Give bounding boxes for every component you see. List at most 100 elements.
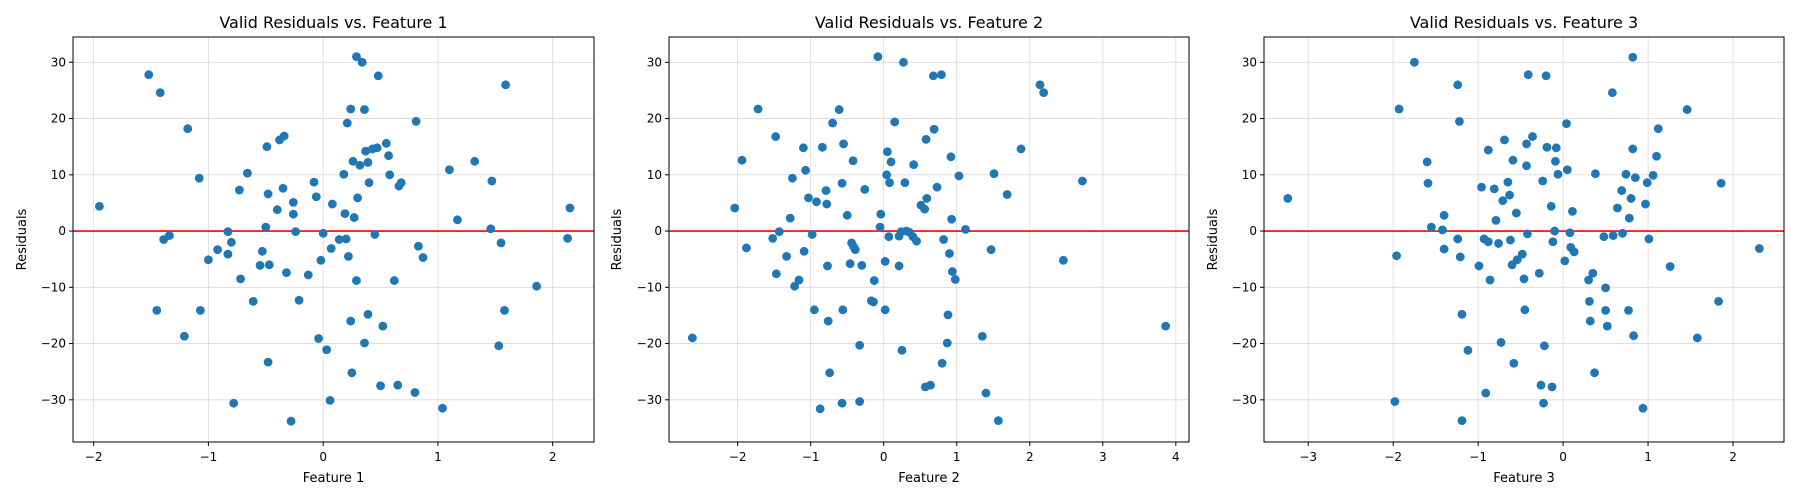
data-point [1505,190,1514,200]
data-point [1491,215,1501,225]
data-point [1494,239,1503,248]
data-point [815,404,825,414]
data-point [882,170,892,180]
data-point [842,210,852,220]
data-point [1161,321,1171,331]
data-point [282,268,291,278]
data-point [155,88,165,98]
data-point [410,388,420,397]
data-point [1422,157,1432,167]
data-point [807,230,817,239]
data-point [500,305,509,315]
data-point [894,261,904,271]
data-point [1523,70,1533,80]
panel-feature-1: Valid Residuals vs. Feature 1 Feature 1 … [15,13,595,486]
data-point [1630,173,1640,183]
data-point [1058,255,1068,265]
data-point [370,230,380,239]
data-point [311,192,321,202]
data-point [144,70,154,80]
data-point [334,235,344,244]
data-point [880,305,890,315]
data-point [886,157,896,167]
data-point [1541,71,1551,81]
data-point [817,142,827,152]
data-point [1626,194,1636,203]
data-point [897,345,907,355]
data-point [325,395,335,405]
data-point [243,168,252,178]
data-point [1547,382,1557,392]
data-point [1522,161,1531,171]
data-point [1716,178,1726,188]
data-point [291,227,301,237]
data-point [946,152,956,162]
data-point [1455,252,1465,262]
data-point [1628,52,1638,62]
data-point [1624,305,1633,315]
data-point [352,52,361,62]
x-axis-label: Feature 2 [898,471,960,486]
y-tick-label: 20 [647,112,662,126]
chart-title: Valid Residuals vs. Feature 2 [815,13,1043,32]
data-point [1534,268,1544,278]
data-point [882,147,892,157]
data-point [309,177,319,187]
data-point [922,194,932,203]
data-point [363,309,373,319]
data-point [1481,388,1491,398]
data-point [989,169,999,179]
data-point [838,305,848,315]
y-tick-label: 30 [1242,55,1257,69]
data-point [939,235,949,244]
data-point [326,244,336,253]
data-point [1016,144,1026,154]
data-point [1485,275,1495,285]
data-point [1562,165,1572,175]
data-point [1528,132,1537,141]
y-tick-label: −20 [1232,337,1257,351]
y-tick-label: −10 [1232,280,1257,294]
data-point [1584,275,1593,285]
data-point [496,238,506,248]
y-tick-label: −30 [637,393,662,407]
y-tick-label: 10 [1242,168,1257,182]
data-point [418,253,428,262]
data-point [1439,210,1449,220]
data-point [937,358,947,368]
data-point [1477,182,1486,192]
data-point [385,170,395,180]
data-point [1439,244,1449,254]
data-point [947,267,957,276]
data-point [804,193,813,203]
data-point [1562,119,1571,129]
data-point [869,297,878,307]
data-point [236,274,245,284]
data-point [774,227,784,237]
data-point [1539,341,1549,351]
data-point [348,156,358,166]
plot-frame [72,36,595,443]
data-point [1506,235,1515,245]
data-point [809,305,819,315]
data-point [1618,228,1627,238]
data-point [1653,124,1663,134]
data-point [794,275,804,285]
panel-feature-2: Valid Residuals vs. Feature 2 Feature 2 … [610,13,1190,486]
data-point [909,160,919,170]
data-point [855,397,865,406]
data-point [1409,57,1419,67]
data-point [1503,177,1513,187]
data-point [1455,116,1464,126]
data-point [771,132,781,141]
x-tick-label: −1 [802,450,820,464]
data-point [921,134,931,144]
data-point [1568,206,1577,216]
data-point [262,142,272,152]
data-point [1641,199,1650,209]
data-point [352,276,361,285]
data-point [823,316,833,326]
data-point [1453,234,1463,244]
data-point [303,270,313,280]
